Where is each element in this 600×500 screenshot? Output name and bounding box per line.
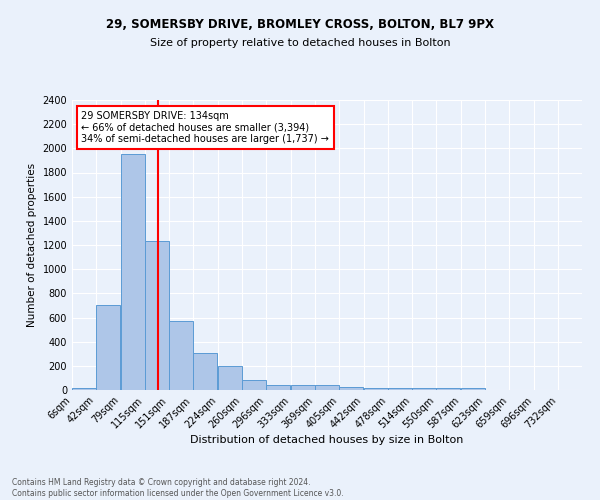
Bar bbox=[436, 388, 460, 390]
Bar bbox=[412, 388, 436, 390]
Bar bbox=[218, 366, 242, 390]
Bar bbox=[388, 388, 412, 390]
Bar bbox=[72, 388, 96, 390]
Text: Contains HM Land Registry data © Crown copyright and database right 2024.
Contai: Contains HM Land Registry data © Crown c… bbox=[12, 478, 344, 498]
Bar bbox=[291, 385, 315, 390]
Bar bbox=[339, 387, 363, 390]
Text: 29, SOMERSBY DRIVE, BROMLEY CROSS, BOLTON, BL7 9PX: 29, SOMERSBY DRIVE, BROMLEY CROSS, BOLTO… bbox=[106, 18, 494, 30]
Bar bbox=[145, 242, 169, 390]
X-axis label: Distribution of detached houses by size in Bolton: Distribution of detached houses by size … bbox=[190, 436, 464, 446]
Text: Size of property relative to detached houses in Bolton: Size of property relative to detached ho… bbox=[149, 38, 451, 48]
Bar bbox=[242, 380, 266, 390]
Bar bbox=[193, 353, 217, 390]
Bar bbox=[169, 321, 193, 390]
Bar bbox=[96, 306, 120, 390]
Bar bbox=[121, 154, 145, 390]
Bar bbox=[315, 385, 339, 390]
Bar bbox=[266, 384, 290, 390]
Bar bbox=[364, 388, 388, 390]
Text: 29 SOMERSBY DRIVE: 134sqm
← 66% of detached houses are smaller (3,394)
34% of se: 29 SOMERSBY DRIVE: 134sqm ← 66% of detac… bbox=[82, 111, 329, 144]
Y-axis label: Number of detached properties: Number of detached properties bbox=[27, 163, 37, 327]
Bar bbox=[461, 388, 485, 390]
